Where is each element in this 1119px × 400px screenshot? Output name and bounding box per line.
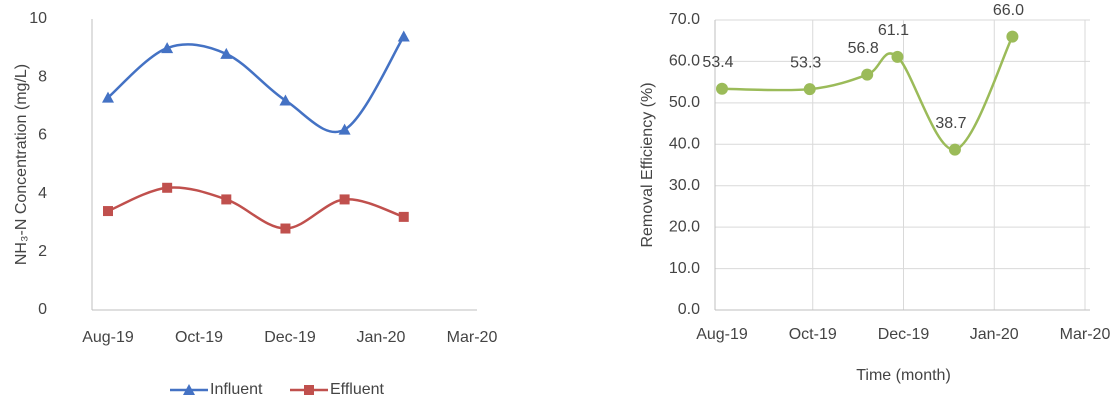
- data-point: [102, 91, 114, 103]
- y-tick-label: 50.0: [669, 94, 700, 111]
- data-point: [716, 82, 728, 95]
- data-label: 66.0: [993, 2, 1024, 19]
- x-tick-label: Jan-20: [357, 329, 406, 346]
- data-label: 61.1: [878, 22, 909, 39]
- x-tick-label: Dec-19: [264, 329, 316, 346]
- x-tick-label: Mar-20: [447, 329, 498, 346]
- x-tick-label: Jan-20: [970, 326, 1019, 343]
- legend-marker: [183, 384, 195, 395]
- x-tick-label: Aug-19: [82, 329, 134, 346]
- data-point: [220, 47, 233, 59]
- data-point: [103, 206, 113, 217]
- series-line: [107, 35, 405, 134]
- x-tick-label: Mar-20: [1060, 326, 1111, 343]
- y-tick-label: 0.0: [678, 301, 700, 318]
- x-axis-title: Time (month): [856, 367, 951, 384]
- y-tick-label: 0: [38, 301, 47, 318]
- data-point: [339, 194, 350, 205]
- data-label: 53.3: [790, 54, 821, 71]
- data-point: [398, 211, 409, 222]
- legend-label: Influent: [210, 381, 263, 398]
- y-tick-label: 4: [38, 185, 47, 202]
- data-point: [397, 30, 410, 42]
- data-label: 53.4: [702, 54, 733, 71]
- y-tick-label: 70.0: [669, 11, 700, 28]
- y-tick-label: 20.0: [669, 218, 700, 235]
- data-label: 38.7: [935, 115, 966, 132]
- x-tick-label: Oct-19: [175, 329, 223, 346]
- y-tick-label: 30.0: [669, 177, 700, 194]
- data-point: [279, 94, 292, 106]
- x-tick-label: Aug-19: [696, 326, 748, 343]
- y-axis-title: NH₃-N Concentration (mg/L): [13, 64, 30, 265]
- y-tick-label: 10: [29, 10, 47, 27]
- data-point: [161, 42, 174, 54]
- y-tick-label: 8: [38, 68, 47, 85]
- legend-marker: [304, 385, 314, 395]
- x-tick-label: Dec-19: [878, 326, 930, 343]
- data-point: [338, 123, 351, 135]
- y-tick-label: 2: [38, 243, 47, 260]
- data-point: [280, 223, 291, 234]
- data-point: [1006, 30, 1019, 43]
- data-point: [891, 50, 904, 63]
- data-point: [221, 194, 232, 205]
- y-tick-label: 60.0: [669, 53, 700, 70]
- series-line: [107, 186, 405, 230]
- x-tick-label: Oct-19: [789, 326, 837, 343]
- data-point: [803, 83, 816, 96]
- data-point: [162, 182, 173, 193]
- y-tick-label: 10.0: [669, 260, 700, 277]
- data-point: [861, 68, 874, 81]
- legend-label: Effluent: [330, 381, 385, 398]
- data-point: [948, 143, 961, 156]
- y-axis-title: Removal Efficiency (%): [639, 82, 656, 247]
- y-tick-label: 40.0: [669, 136, 700, 153]
- y-tick-label: 6: [38, 127, 47, 144]
- data-label: 56.8: [848, 40, 879, 57]
